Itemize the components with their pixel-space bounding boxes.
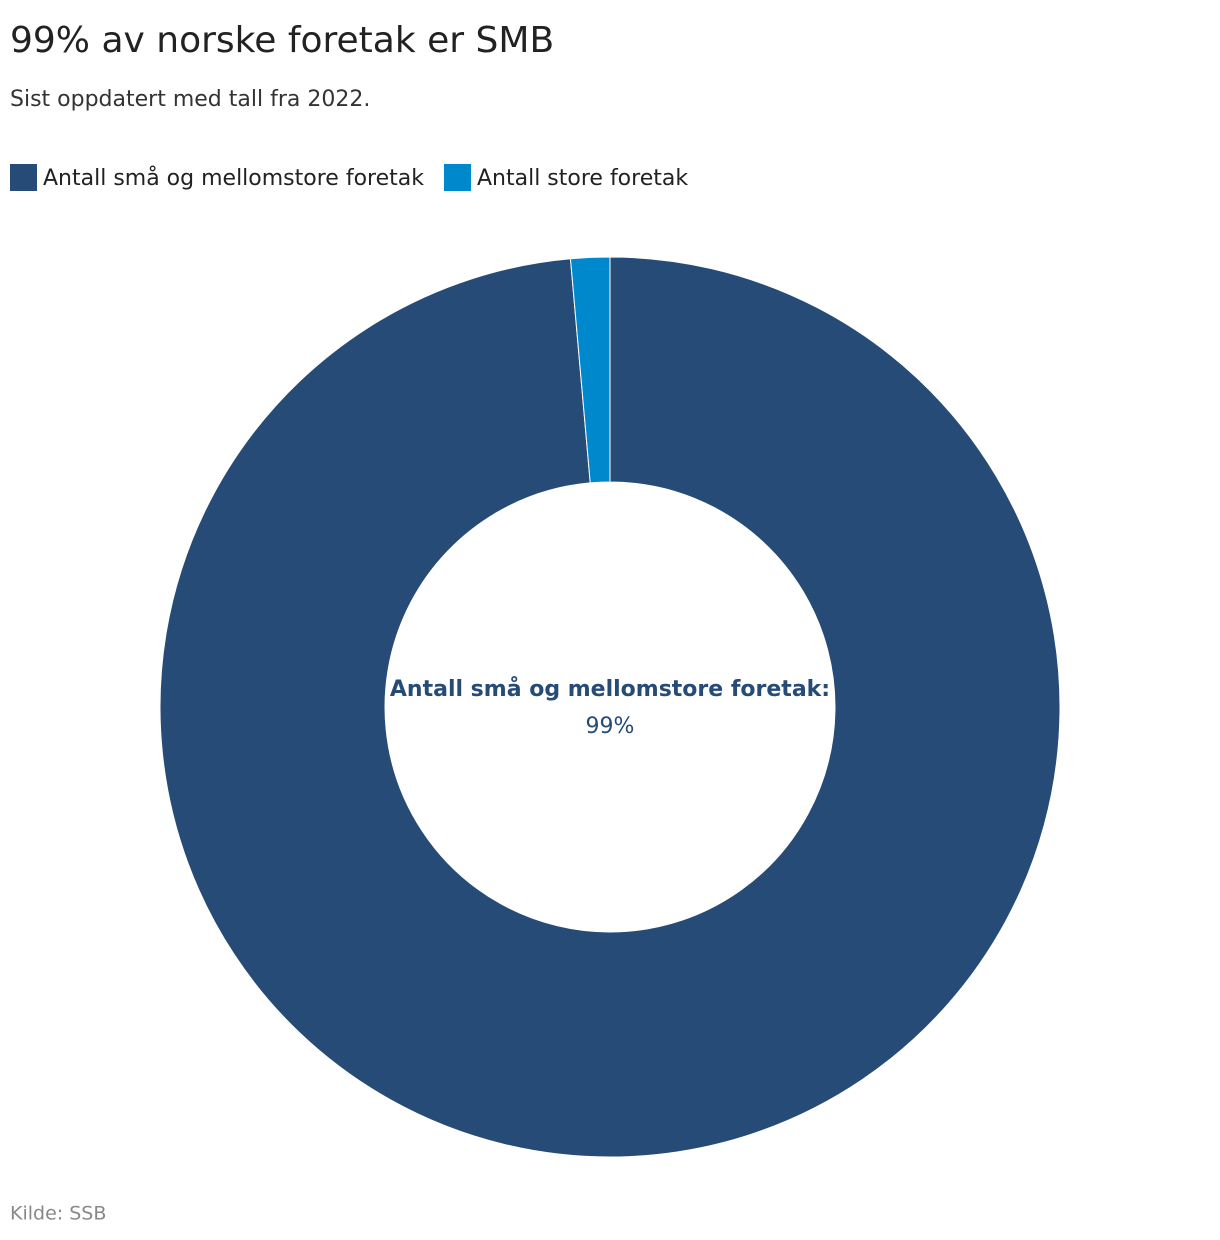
legend-swatch xyxy=(443,164,471,191)
legend-label: Antall små og mellomstore foretak xyxy=(43,165,424,191)
legend-swatch xyxy=(10,164,37,191)
chart-subtitle: Sist oppdatert med tall fra 2022. xyxy=(10,87,370,112)
center-value: 99% xyxy=(586,714,635,739)
chart-title: 99% av norske foretak er SMB xyxy=(10,20,554,61)
center-label: Antall små og mellomstore foretak: xyxy=(390,676,830,702)
donut-slice xyxy=(159,256,1061,1158)
source: Kilde: SSB xyxy=(10,1203,106,1225)
donut-slice xyxy=(569,256,611,484)
legend-label: Antall store foretak xyxy=(477,166,688,191)
